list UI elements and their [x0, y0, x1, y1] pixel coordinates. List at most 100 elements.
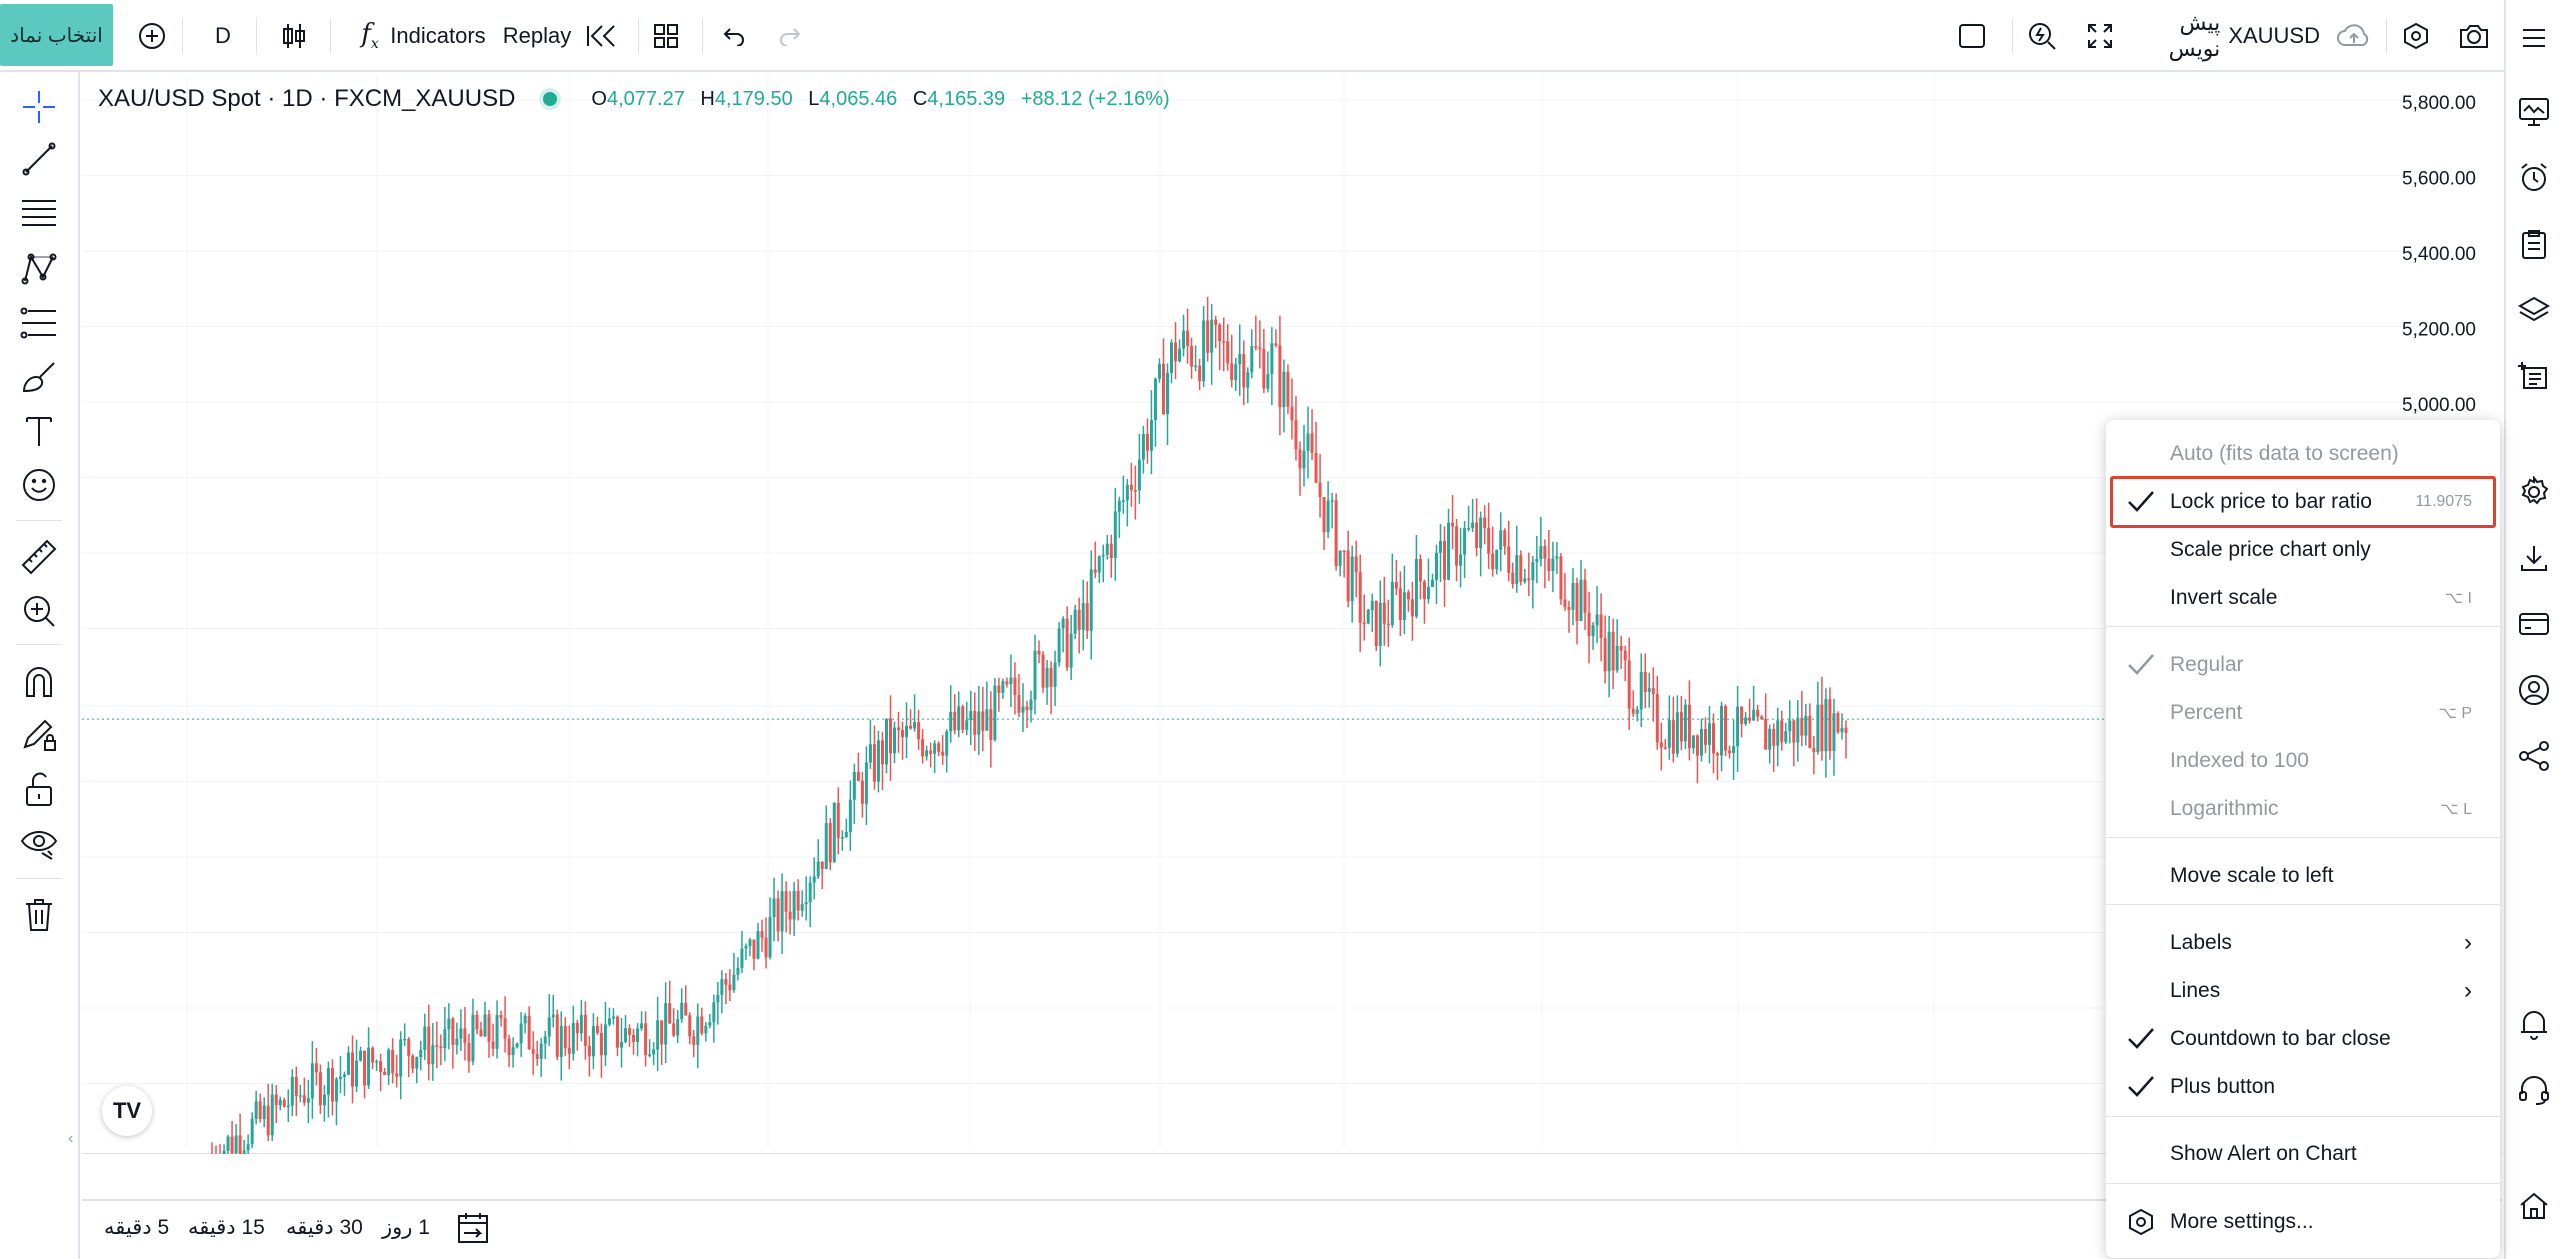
chart-type-button[interactable]: [274, 14, 314, 58]
settings-hex-button[interactable]: [2396, 14, 2436, 58]
menu-item-lines[interactable]: Lines ›: [2106, 968, 2500, 1014]
candle-body: [250, 1118, 254, 1145]
notifications-button[interactable]: [2514, 1004, 2554, 1044]
candle-body: [234, 1135, 238, 1154]
share-button[interactable]: [2514, 736, 2554, 776]
undo-button[interactable]: [714, 14, 754, 58]
download-button[interactable]: [2514, 538, 2554, 578]
news-button[interactable]: [2514, 356, 2554, 396]
lock-drawing-tool[interactable]: [18, 714, 60, 756]
replay-button[interactable]: Replay: [502, 23, 572, 48]
delete-drawings-tool[interactable]: [18, 894, 60, 936]
interval-button[interactable]: D: [215, 23, 231, 48]
timeframe-5m[interactable]: 5 دقیقه: [104, 1216, 170, 1239]
lock-all-tool[interactable]: [18, 768, 60, 810]
menu-item-scale-price-only[interactable]: Scale price chart only: [2106, 527, 2500, 573]
magnet-tool[interactable]: [18, 660, 60, 702]
layers-button[interactable]: [2514, 290, 2554, 330]
home-button[interactable]: [2514, 1186, 2554, 1226]
menu-item-countdown[interactable]: Countdown to bar close: [2106, 1016, 2500, 1062]
candle-body: [1418, 558, 1422, 582]
candle-body: [868, 744, 872, 763]
candle-body: [1611, 631, 1615, 671]
timeframe-15m[interactable]: 15 دقیقه: [188, 1216, 265, 1239]
chart-pane[interactable]: MarMayJulSepNov2026MarMayJulSep5,800.005…: [82, 74, 2502, 1154]
save-layout-button[interactable]: پیش نویس XAUUSD: [2140, 10, 2320, 61]
screenshot-button[interactable]: [2454, 14, 2494, 58]
payment-button[interactable]: [2514, 604, 2554, 644]
fib-tool[interactable]: [18, 192, 60, 234]
timeframe-30m[interactable]: 30 دقیقه: [286, 1216, 363, 1239]
text-tool[interactable]: [18, 410, 60, 452]
layout-button[interactable]: [646, 14, 686, 58]
candle-body: [1081, 603, 1085, 630]
brush-tool[interactable]: [18, 356, 60, 398]
notes-button[interactable]: [2514, 224, 2554, 264]
candle-body: [1362, 622, 1366, 625]
menu-item-percent[interactable]: Percent ⌥ P: [2106, 690, 2500, 736]
menu-button[interactable]: [2514, 18, 2554, 58]
add-symbol-button[interactable]: [132, 14, 172, 58]
chart-legend: XAU/USD Spot · 1D · FXCM_XAUUSD O4,077.2…: [98, 84, 1170, 114]
candle-body: [238, 1135, 242, 1154]
symbol-search-button[interactable]: انتخاب نماد: [0, 4, 113, 66]
candle-body: [499, 1015, 503, 1019]
indicators-icon[interactable]: fx: [361, 19, 379, 53]
menu-item-labels[interactable]: Labels ›: [2106, 920, 2500, 966]
hide-drawings-tool[interactable]: [18, 822, 60, 864]
replay-icon[interactable]: [582, 14, 622, 58]
candle-body: [1161, 363, 1165, 415]
emoji-tool[interactable]: [18, 464, 60, 506]
candle-body: [1679, 712, 1683, 742]
quick-search-button[interactable]: [2022, 14, 2062, 58]
candle-body: [708, 1022, 712, 1026]
candle-body: [274, 1094, 278, 1106]
menu-item-indexed[interactable]: Indexed to 100: [2106, 738, 2500, 784]
measure-tool[interactable]: [18, 536, 60, 578]
menu-item-invert-scale[interactable]: Invert scale ⌥ I: [2106, 575, 2500, 621]
settings-button[interactable]: [2514, 472, 2554, 512]
candle-body: [880, 740, 884, 765]
candle-body: [672, 1023, 676, 1036]
menu-item-more-settings[interactable]: More settings...: [2106, 1199, 2500, 1245]
menu-item-auto[interactable]: Auto (fits data to screen): [2106, 431, 2500, 477]
fullscreen-box-button[interactable]: [1952, 14, 1992, 58]
lock-ratio-value: 11.9075: [2415, 493, 2472, 510]
candle-body: [1270, 343, 1274, 375]
trend-line-tool[interactable]: [18, 138, 60, 180]
candle-body: [1567, 607, 1571, 610]
price-chart[interactable]: MarMayJulSepNov2026MarMayJulSep5,800.005…: [82, 74, 2502, 1154]
pattern-tool[interactable]: [18, 248, 60, 290]
tradingview-logo[interactable]: TV: [102, 1086, 152, 1136]
candle-body: [1780, 720, 1784, 743]
menu-item-logarithmic[interactable]: Logarithmic ⌥ L: [2106, 786, 2500, 832]
alarm-clock-icon: [2521, 163, 2547, 191]
menu-item-regular[interactable]: Regular: [2106, 642, 2500, 688]
candle-body: [455, 1038, 459, 1045]
menu-item-show-alert[interactable]: Show Alert on Chart: [2106, 1131, 2500, 1177]
menu-item-plus-button[interactable]: Plus button: [2106, 1064, 2500, 1110]
timeframe-1d[interactable]: 1 روز: [382, 1216, 430, 1239]
account-button[interactable]: [2514, 670, 2554, 710]
goto-date-button[interactable]: [456, 1211, 490, 1250]
candle-body: [347, 1052, 350, 1075]
support-button[interactable]: [2514, 1070, 2554, 1110]
menu-item-indexed-label: Indexed to 100: [2170, 749, 2309, 772]
collapse-toolbar-arrow-icon[interactable]: ‹: [68, 1130, 74, 1147]
candle-body: [1318, 482, 1322, 498]
cloud-save-button[interactable]: [2332, 14, 2376, 58]
candle-body: [1800, 717, 1804, 736]
menu-item-lock-ratio[interactable]: Lock price to bar ratio 11.9075: [2106, 479, 2500, 525]
prediction-tool[interactable]: [18, 302, 60, 344]
indicators-button[interactable]: Indicators: [390, 23, 486, 48]
crosshair-tool[interactable]: [18, 86, 60, 128]
watchlist-button[interactable]: [2514, 92, 2554, 132]
redo-button[interactable]: [770, 14, 810, 58]
fullscreen-button[interactable]: [2080, 14, 2120, 58]
zoom-tool[interactable]: [18, 590, 60, 632]
candle-body: [371, 1047, 375, 1063]
menu-item-move-scale[interactable]: Move scale to left: [2106, 853, 2500, 899]
rewind-icon: [587, 25, 615, 47]
alerts-button[interactable]: [2514, 158, 2554, 198]
legend-title[interactable]: XAU/USD Spot · 1D · FXCM_XAUUSD: [98, 85, 516, 112]
